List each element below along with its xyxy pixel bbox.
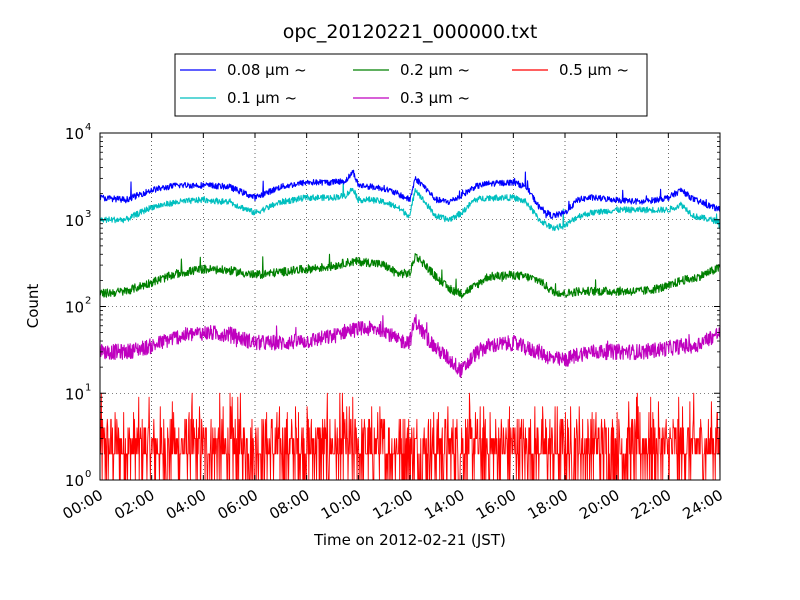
axis-ticks — [99, 132, 721, 481]
legend-frame — [174, 53, 648, 117]
y-tick-exponent: 4 — [85, 122, 91, 133]
legend-label: 0.08 μm ~ — [227, 61, 307, 79]
series-line — [99, 169, 721, 219]
y-tick-exponent: 2 — [85, 296, 91, 307]
series-line — [99, 180, 721, 232]
legend: 0.08 μm ~ 0.1 μm ~ 0.2 μm ~ 0.3 μm ~ 0.5 μm … — [174, 53, 648, 117]
y-tick-label: 10 1 — [65, 382, 91, 403]
legend-entry: 0.3 μm ~ — [353, 89, 470, 107]
y-tick-base: 10 — [65, 472, 84, 490]
y-tick-exponent: 3 — [85, 209, 91, 220]
series-line — [99, 314, 721, 379]
y-tick-base: 10 — [65, 299, 84, 317]
legend-entry: 0.2 μm ~ — [353, 61, 470, 79]
y-tick-base: 10 — [65, 212, 84, 230]
grid-lines — [100, 133, 720, 480]
legend-label: 0.1 μm ~ — [227, 89, 297, 107]
y-tick-base: 10 — [65, 125, 84, 143]
series-line — [99, 253, 721, 299]
y-tick-exponent: 0 — [85, 469, 91, 480]
x-axis-label: Time on 2012-02-21 (JST) — [313, 531, 506, 549]
y-tick-label: 10 3 — [65, 209, 91, 230]
chart-title: opc_20120221_000000.txt — [283, 21, 538, 43]
y-tick-label: 10 0 — [65, 469, 91, 490]
legend-entry: 0.1 μm ~ — [180, 89, 297, 107]
y-tick-label: 10 2 — [65, 296, 91, 317]
series-layer — [99, 169, 721, 481]
y-tick-label: 10 4 — [65, 122, 91, 143]
legend-label: 0.5 μm ~ — [559, 61, 629, 79]
legend-entry: 0.08 μm ~ — [180, 61, 307, 79]
y-axis-label: Count — [24, 284, 42, 329]
y-tick-base: 10 — [65, 385, 84, 403]
legend-entry: 0.5 μm ~ — [512, 61, 629, 79]
legend-label: 0.2 μm ~ — [400, 61, 470, 79]
legend-label: 0.3 μm ~ — [400, 89, 470, 107]
y-tick-exponent: 1 — [85, 382, 91, 393]
